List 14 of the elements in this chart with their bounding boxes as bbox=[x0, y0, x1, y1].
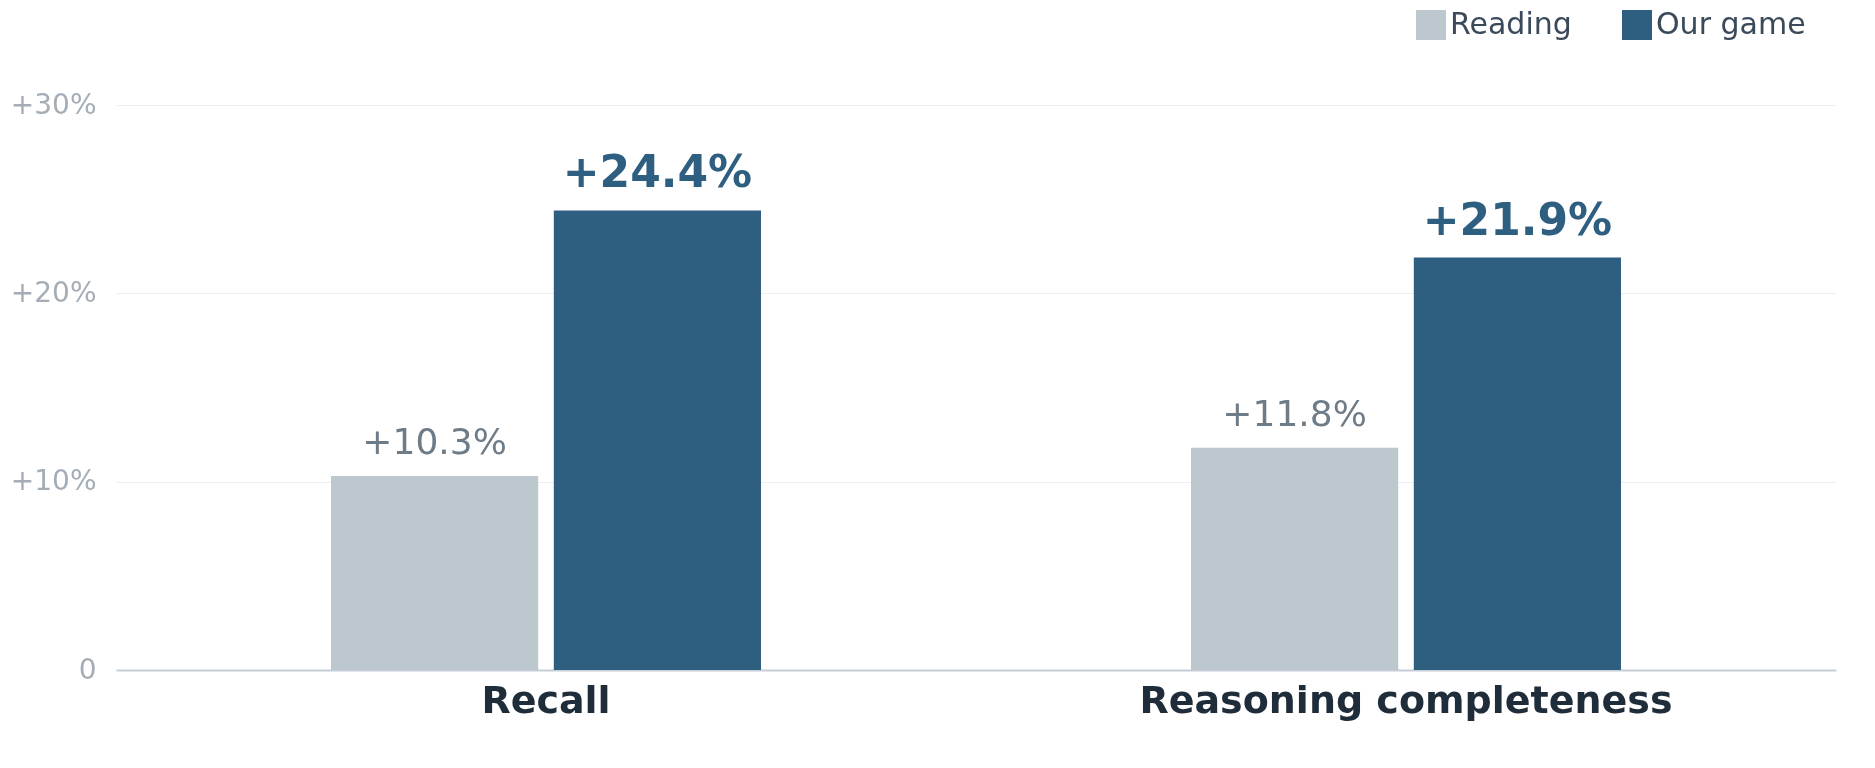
x-tick-label: Reasoning completeness bbox=[1139, 677, 1673, 722]
y-tick-label: +10% bbox=[10, 464, 97, 498]
y-tick-label: 0 bbox=[78, 652, 97, 686]
legend-label: Reading bbox=[1450, 6, 1572, 41]
data-label: +21.9% bbox=[1422, 193, 1613, 245]
data-label: +11.8% bbox=[1222, 392, 1367, 434]
legend-label: Our game bbox=[1656, 6, 1806, 41]
data-label: +10.3% bbox=[362, 421, 507, 463]
data-label: +24.4% bbox=[562, 146, 753, 198]
bar bbox=[1413, 257, 1621, 670]
y-tick-label: +20% bbox=[10, 275, 97, 309]
bar bbox=[553, 210, 761, 670]
x-tick-label: Recall bbox=[481, 677, 611, 722]
y-tick-label: +30% bbox=[10, 87, 97, 121]
